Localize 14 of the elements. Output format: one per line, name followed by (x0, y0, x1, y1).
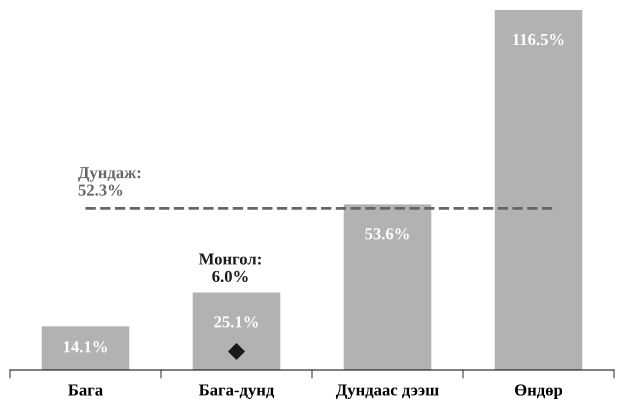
data-label: 14.1% (64, 341, 107, 352)
bar (192, 292, 280, 370)
bar (42, 326, 130, 370)
bar (344, 204, 432, 370)
x-tick-label: Өндөр (515, 384, 562, 400)
data-label: 25.1% (214, 316, 258, 328)
x-tick-label: Бага (68, 384, 103, 396)
bar (494, 10, 582, 370)
data-label: 116.5% (513, 34, 564, 46)
annotation: Монгол: 6.0% (198, 254, 261, 282)
data-label: 53.6% (365, 228, 409, 240)
ref-line-label: Дундаж: 52.3% (78, 167, 140, 196)
x-tick-label: Бага-дунд (198, 384, 274, 400)
x-tick-label: Дундаас дээш (336, 384, 439, 400)
